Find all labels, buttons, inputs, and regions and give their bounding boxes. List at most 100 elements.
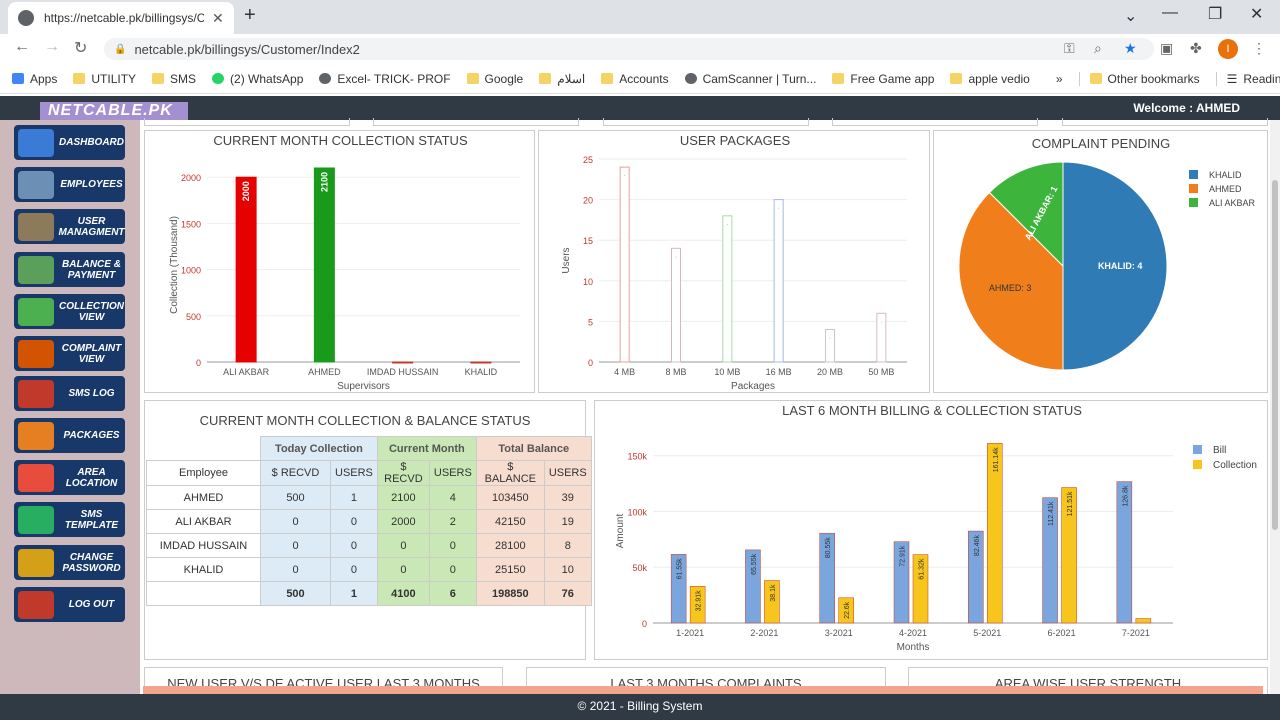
bar-bill <box>819 532 835 624</box>
browser-tab[interactable]: https://netcable.pk/billingsys/Cu ✕ <box>8 2 234 34</box>
sidebar-item-area-location[interactable]: AREA LOCATION <box>14 460 125 495</box>
bar-collection <box>987 443 1003 624</box>
other-bookmarks[interactable]: Other bookmarks <box>1078 71 1200 86</box>
table-cell: 0 <box>330 509 378 534</box>
logo[interactable]: NETCABLE.PK <box>40 102 188 120</box>
chart-title: LAST 6 MONTH BILLING & COLLECTION STATUS <box>782 403 1082 418</box>
close-window-icon[interactable]: ✕ <box>1250 6 1264 23</box>
table-subheader: $ BALANCE <box>475 460 545 486</box>
sidebar-item-dashboard[interactable]: DASHBOARD <box>14 125 125 160</box>
more-bookmarks-button[interactable]: » <box>1055 71 1063 86</box>
sidebar-item-log-out[interactable]: LOG OUT <box>14 587 125 622</box>
new-tab-button[interactable]: + <box>244 4 256 26</box>
sidebar-item-label: COMPLAINT VIEW <box>61 342 122 365</box>
top-card <box>144 118 350 126</box>
user-management-icon <box>18 212 54 241</box>
legend-swatch <box>1189 198 1198 207</box>
table-subheader: $ RECVD <box>260 460 331 486</box>
profile-avatar[interactable]: I <box>1218 39 1238 59</box>
table-cell: 28100 <box>475 533 545 558</box>
bookmark-item[interactable]: اسلام <box>539 72 585 86</box>
minimize-icon[interactable]: — <box>1162 4 1178 21</box>
maximize-icon[interactable]: ❐ <box>1208 6 1223 23</box>
bookmark-item[interactable]: SMS <box>152 72 196 86</box>
collection-status-panel: CURRENT MONTH COLLECTION STATUS 0 500 1000 1… <box>144 130 535 393</box>
bar-data-label: 65.55k <box>751 553 758 575</box>
sidebar-item-label: SMS TEMPLATE <box>64 508 119 531</box>
sidebar-item-complaint-view[interactable]: COMPLAINT VIEW <box>14 336 125 371</box>
sidebar-item-sms-log[interactable]: SMS LOG <box>14 376 125 411</box>
key-icon[interactable]: ⚿ <box>1064 40 1075 56</box>
bar-bill <box>893 541 910 624</box>
sidebar-item-change-password[interactable]: CHANGE PASSWORD <box>14 545 125 580</box>
x-tick-label: 2-2021 <box>750 628 778 638</box>
bookmark-item[interactable]: UTILITY <box>73 72 136 86</box>
extension-icon[interactable]: ▣ <box>1160 40 1174 56</box>
scrollbar[interactable] <box>1270 120 1280 694</box>
zoom-icon[interactable]: ⌕ <box>1094 40 1102 56</box>
sidebar-item-employees[interactable]: EMPLOYEES <box>14 167 125 202</box>
bookmark-item[interactable]: apple vedio <box>950 72 1030 86</box>
table-cell: 2 <box>428 509 477 534</box>
bookmark-item[interactable]: Excel- TRICK- PROF <box>319 71 451 86</box>
star-icon[interactable]: ★ <box>1124 40 1137 56</box>
bookmark-label: Google <box>484 71 524 86</box>
x-tick-label: 16 MB <box>766 367 792 377</box>
other-bookmarks-label: Other bookmarks <box>1107 71 1200 86</box>
legend-label: Bill <box>1213 445 1226 456</box>
bar-dot: . <box>829 335 831 341</box>
back-icon[interactable]: ← <box>14 38 30 55</box>
close-tab-icon[interactable]: ✕ <box>212 9 224 26</box>
table-cell: 500 <box>260 485 331 510</box>
menu-icon[interactable]: ⋮ <box>1252 40 1266 56</box>
bar <box>313 167 335 363</box>
sidebar-item-collection-view[interactable]: COLLECTION VIEW <box>14 294 125 329</box>
bookmark-item[interactable]: Google <box>466 71 524 86</box>
reading-list[interactable]: ☰ Reading list <box>1215 71 1280 86</box>
bar-bill <box>1116 481 1133 624</box>
bookmark-item[interactable]: CamScanner | Turn... <box>684 72 816 86</box>
y-tick-label: 500 <box>186 312 201 322</box>
sidebar-item-label: USER MANAGMENT <box>58 215 125 238</box>
table-subheader: USERS <box>428 460 477 486</box>
sidebar-item-sms-template[interactable]: SMS TEMPLATE <box>14 502 125 537</box>
y-tick-label: 0 <box>642 619 647 629</box>
x-tick-label: 3-2021 <box>825 628 853 638</box>
bookmark-label: Free Game app <box>850 71 935 86</box>
reload-icon[interactable]: ↻ <box>74 40 88 57</box>
bookmark-label: Excel- TRICK- PROF <box>337 71 451 86</box>
table-cell: 0 <box>260 533 331 558</box>
sidebar-item-user-managment[interactable]: USER MANAGMENT <box>14 209 125 244</box>
dashboard-icon <box>18 128 54 157</box>
table-cell: 0 <box>428 533 477 558</box>
bookmark-label: UTILITY <box>91 71 137 86</box>
puzzle-icon[interactable]: ✤ <box>1190 40 1202 56</box>
table-cell: 0 <box>330 533 378 558</box>
table-cell: 39 <box>543 485 592 510</box>
tab-search-icon[interactable]: ⌄ <box>1124 8 1138 25</box>
y-axis-label: Users <box>561 247 572 273</box>
forward-icon[interactable]: → <box>44 38 60 55</box>
collection-icon <box>18 297 54 326</box>
address-bar[interactable]: 🔒 netcable.pk/billingsys/Customer/Index2 <box>104 38 1154 60</box>
bookmark-item[interactable]: (2) WhatsApp <box>212 72 303 86</box>
footer: © 2021 - Billing System <box>0 694 1280 720</box>
top-card <box>603 118 809 126</box>
bookmark-item[interactable]: Free Game app <box>832 72 934 86</box>
sidebar-item-label: DASHBOARD <box>59 137 124 148</box>
table-cell: 0 <box>260 509 331 534</box>
lock-icon: 🔒 <box>114 43 127 55</box>
table-total-cell: 6 <box>428 581 477 606</box>
bookmark-item[interactable]: Apps <box>12 72 57 86</box>
collection-balance-table: Today Collection Current Month Total Bal… <box>146 436 592 606</box>
scrollbar-thumb[interactable] <box>1272 180 1278 530</box>
sidebar-item-packages[interactable]: PACKAGES <box>14 418 125 453</box>
sidebar-item-balance-payment[interactable]: BALANCE & PAYMENT <box>14 252 125 287</box>
table-row: ALI AKBAR 0 0 2000 2 42150 19 <box>146 509 592 534</box>
bar <box>392 361 414 364</box>
y-tick-label: 5 <box>588 317 593 327</box>
y-tick-label: 20 <box>583 196 593 206</box>
bar-data-label: 112.41k <box>1048 501 1055 526</box>
top-card <box>373 118 579 126</box>
bookmark-item[interactable]: Accounts <box>601 72 669 86</box>
